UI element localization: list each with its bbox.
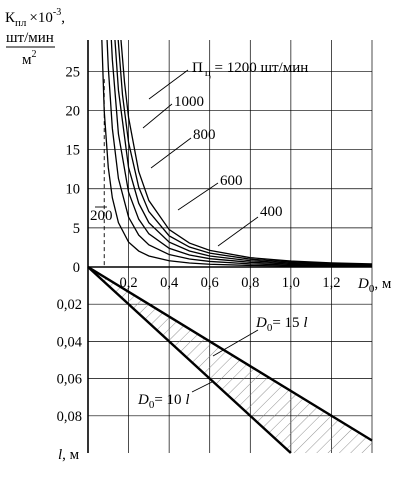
label-d0-15l: D0= 15 l <box>255 315 307 334</box>
curve-800 <box>114 40 372 266</box>
label-200: 200 <box>90 208 113 224</box>
line-ratio-15 <box>87 265 373 442</box>
ytick-upper-0: 0 <box>73 260 80 276</box>
ylabel-unit-numerator: шт/мин <box>6 30 54 46</box>
ytick-lower-0,08: 0,08 <box>57 409 82 425</box>
label-d0-10l: D0= 10 l <box>137 392 189 411</box>
leader-d0-10l <box>191 380 215 393</box>
label-400: 400 <box>260 204 283 220</box>
hatched-region <box>88 267 372 453</box>
ytick-lower-0,04: 0,04 <box>57 334 83 350</box>
curve-200 <box>101 40 372 268</box>
leader-1200 <box>148 69 189 100</box>
xtick-0,6: 0,6 <box>201 275 219 291</box>
lower-ylabel: l, м <box>58 447 80 463</box>
curve-600 <box>110 40 372 267</box>
leader-600 <box>177 182 219 211</box>
ytick-lower-0,06: 0,06 <box>57 372 82 388</box>
ytick-upper-10: 10 <box>66 182 81 198</box>
xtick-1,0: 1,0 <box>282 275 300 291</box>
ytick-upper-5: 5 <box>73 221 80 237</box>
ratio-line-labels: D0= 15 l D0= 10 l <box>137 315 307 411</box>
ytick-upper-20: 20 <box>66 103 81 119</box>
axes <box>87 40 372 453</box>
xlabel: D0, м <box>357 276 392 295</box>
ytick-lower-0,02: 0,02 <box>57 297 82 313</box>
ratio-lines <box>87 265 373 454</box>
line-ratio-10 <box>87 266 292 454</box>
ytick-upper-15: 15 <box>66 143 81 159</box>
leader-800 <box>150 137 192 169</box>
label-600: 600 <box>220 173 243 189</box>
leader-400 <box>217 216 259 247</box>
label-1000: 1000 <box>174 94 204 110</box>
label-800: 800 <box>193 127 216 143</box>
leader-1000 <box>142 103 173 129</box>
ytick-upper-25: 25 <box>66 64 81 80</box>
hatch-fill <box>88 267 372 453</box>
leader-d0-15l <box>212 329 259 357</box>
xtick-0,4: 0,4 <box>160 275 179 291</box>
curve-1200 <box>120 40 372 265</box>
ylabel-symbol: Кпл ×10-3, <box>5 7 65 29</box>
curve-400 <box>106 40 372 267</box>
curve-1000 <box>117 40 372 266</box>
xtick-0,2: 0,2 <box>120 275 138 291</box>
grid <box>88 40 373 453</box>
xtick-0,8: 0,8 <box>241 275 259 291</box>
xtick-1,2: 1,2 <box>322 275 340 291</box>
curves <box>101 40 372 268</box>
tick-labels: 0 5 10 15 20 25 0,02 0,04 0,06 0,08 0,2 0,4 0,6 0,8 1,… <box>57 64 341 424</box>
ylabel-unit-denominator: м2 <box>22 49 37 68</box>
upper-ylabel: Кпл ×10-3, шт/мин м2 <box>5 7 65 68</box>
